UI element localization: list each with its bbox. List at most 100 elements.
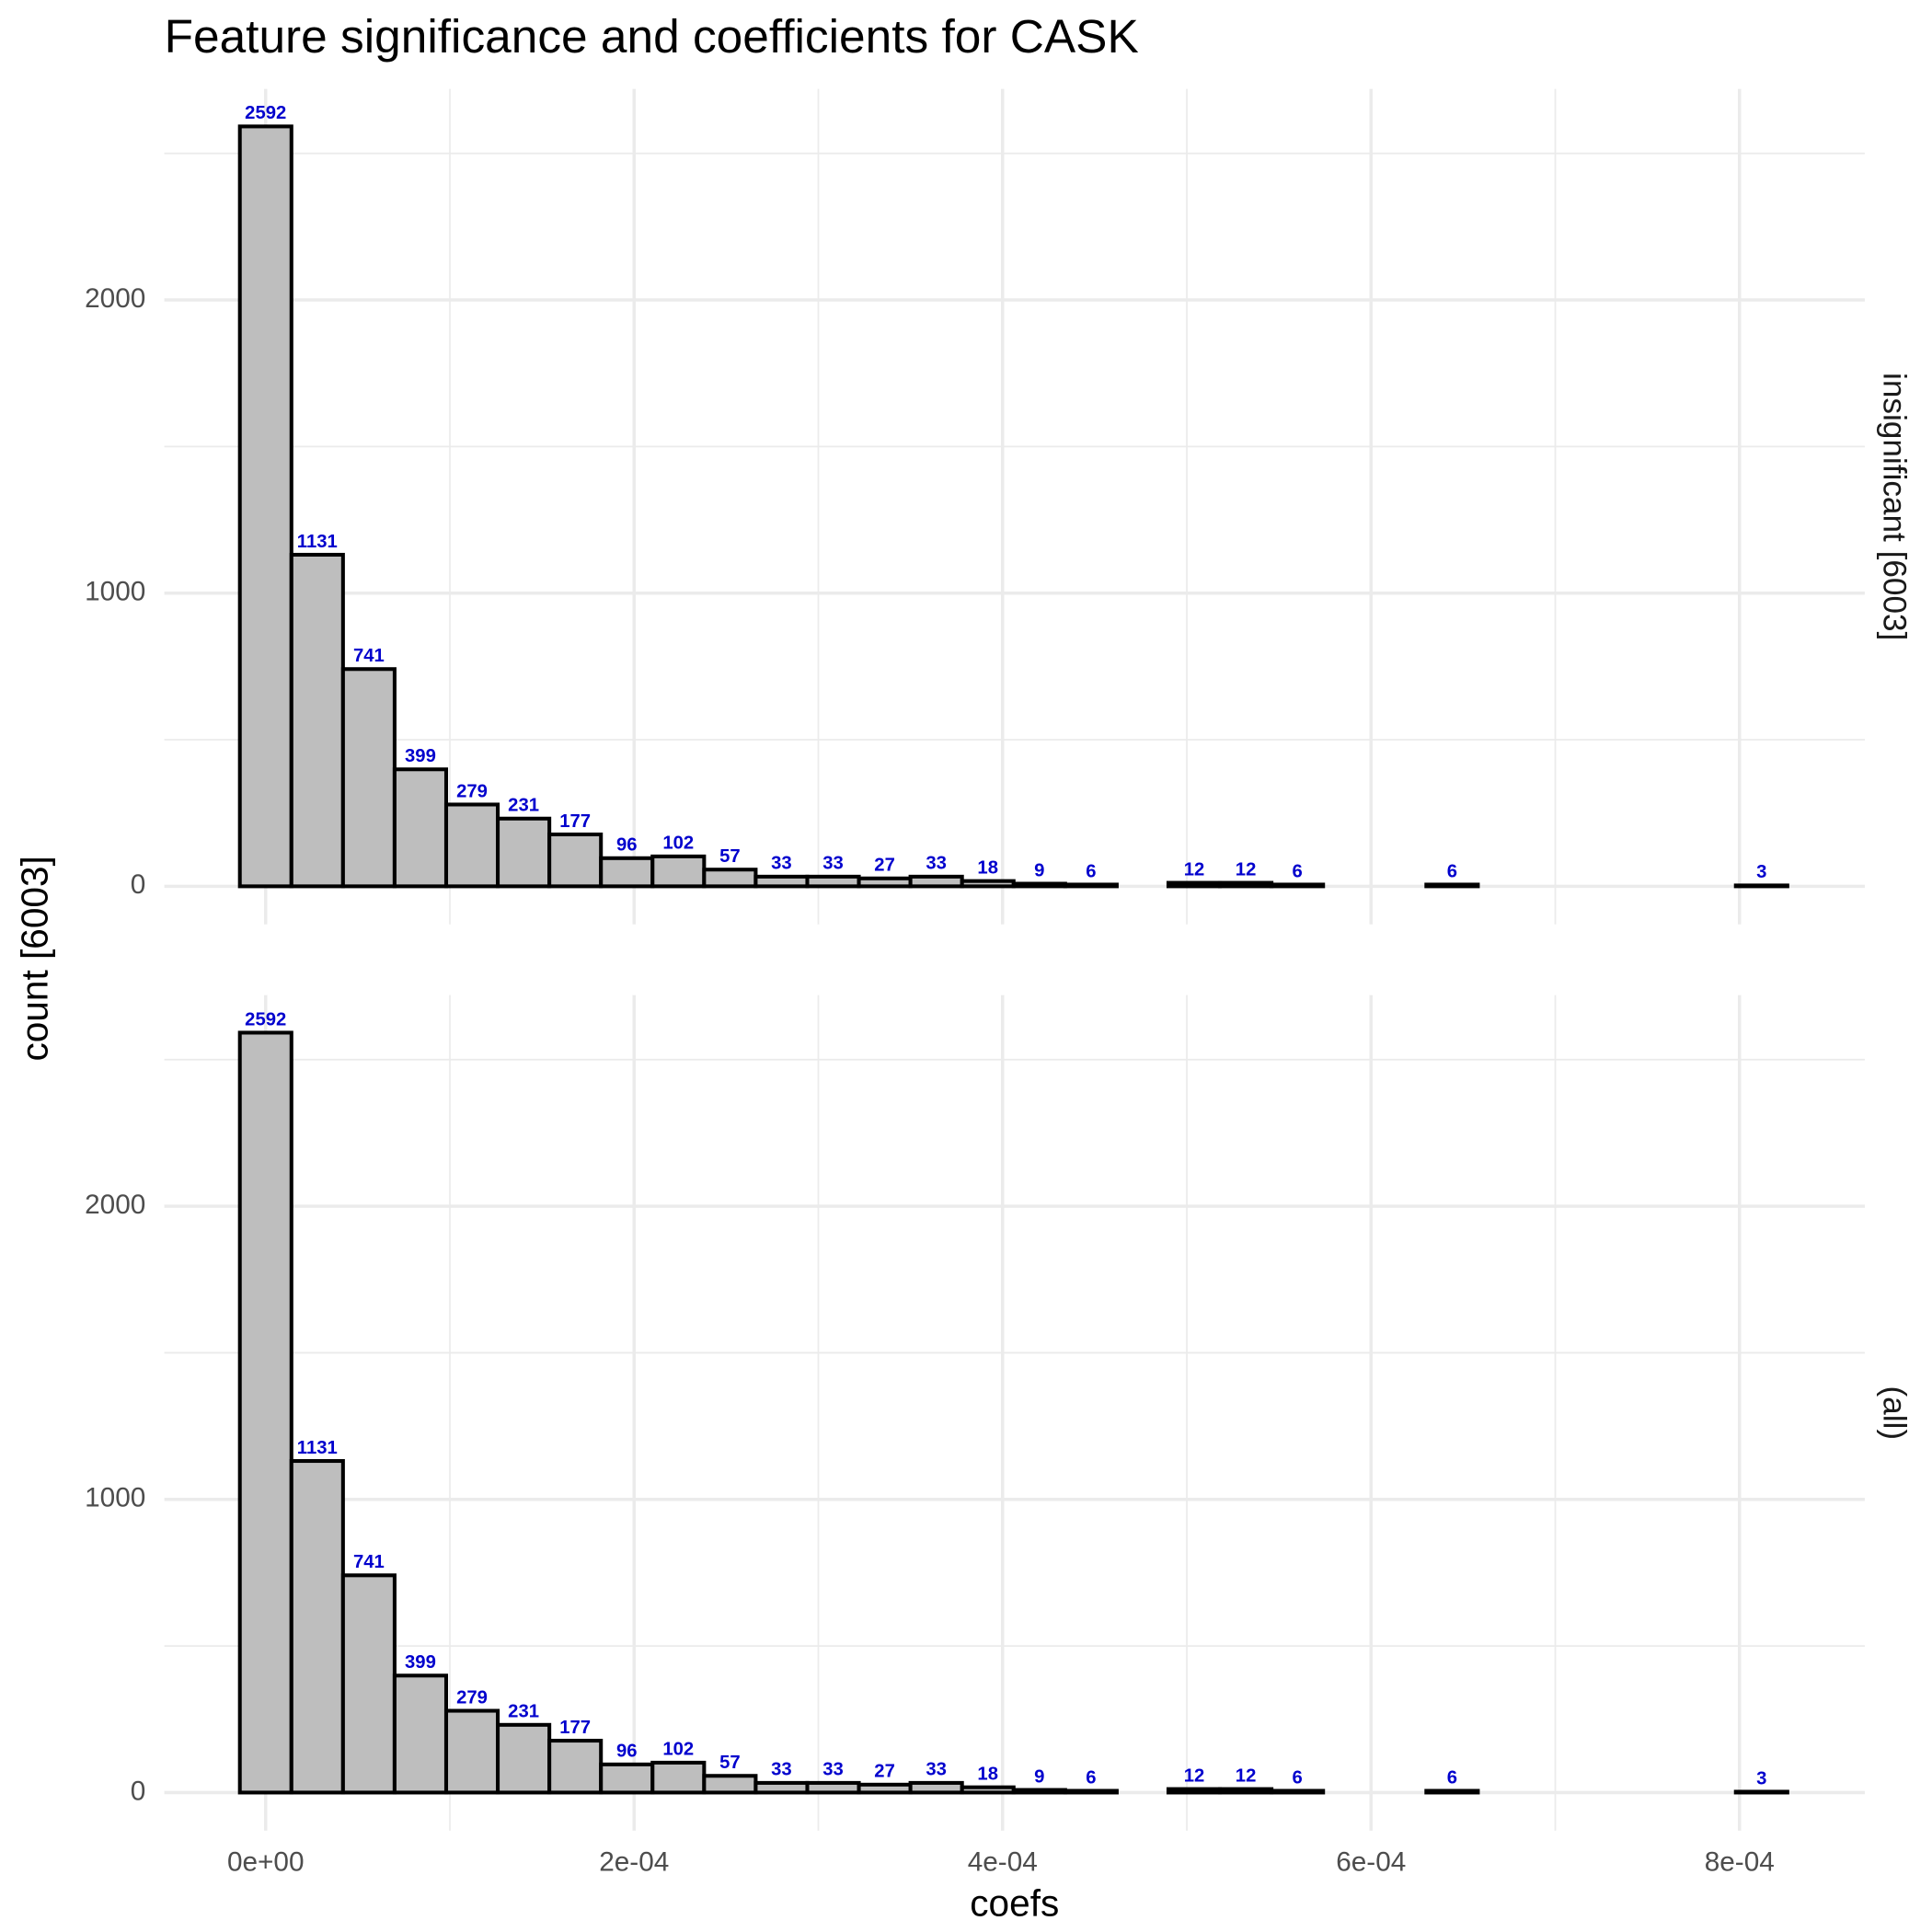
bar — [237, 124, 293, 889]
data-label: 6 — [1293, 1767, 1303, 1788]
bar — [547, 832, 604, 889]
bar — [1166, 880, 1223, 889]
bar — [1011, 1788, 1067, 1795]
data-label: 1131 — [297, 532, 338, 552]
strip-label: insignificant [6003] — [1876, 373, 1912, 640]
bar — [443, 802, 500, 889]
data-label: 18 — [977, 857, 998, 878]
bar — [340, 667, 397, 889]
bar — [1270, 882, 1326, 889]
data-label: 231 — [508, 1702, 539, 1722]
data-label: 33 — [822, 1760, 844, 1780]
data-label: 33 — [926, 1760, 947, 1780]
bar — [702, 868, 758, 889]
x-tick-label: 0e+00 — [227, 1846, 305, 1877]
bar — [392, 1673, 449, 1795]
data-label: 279 — [456, 1687, 488, 1708]
x-tick-label: 8e-04 — [1705, 1846, 1775, 1877]
bar — [1011, 881, 1067, 889]
x-tick-label: 2e-04 — [599, 1846, 669, 1877]
bar — [547, 1738, 604, 1795]
data-label: 177 — [559, 1718, 591, 1738]
y-tick-label: 2000 — [85, 1190, 145, 1220]
data-label: 1131 — [297, 1438, 338, 1458]
y-tick-label: 1000 — [85, 577, 145, 607]
bar — [753, 1780, 810, 1795]
bar — [805, 1780, 861, 1795]
data-label: 33 — [771, 1760, 792, 1780]
bar — [237, 1030, 293, 1795]
bar — [650, 1760, 707, 1795]
data-label: 3 — [1756, 862, 1766, 882]
bar — [960, 1785, 1016, 1795]
bar — [908, 874, 964, 889]
y-tick-label: 2000 — [85, 283, 145, 314]
data-label: 18 — [977, 1765, 998, 1785]
bar — [857, 876, 913, 889]
data-label: 12 — [1184, 859, 1205, 880]
bar — [496, 1722, 552, 1795]
y-tick-label: 1000 — [85, 1483, 145, 1513]
data-label: 231 — [508, 796, 539, 816]
bar — [1063, 882, 1119, 889]
bar — [599, 856, 655, 889]
bar — [1733, 1789, 1789, 1795]
bar — [702, 1774, 758, 1795]
data-label: 9 — [1034, 1766, 1044, 1787]
data-label: 102 — [662, 1740, 694, 1760]
data-label: 6 — [1447, 1767, 1457, 1788]
x-axis-label: coefs — [970, 1881, 1059, 1924]
data-label: 2592 — [245, 1009, 286, 1029]
data-label: 6 — [1086, 1767, 1096, 1788]
bar — [1424, 1788, 1480, 1795]
y-tick-label: 0 — [131, 1776, 146, 1806]
bar — [496, 816, 552, 889]
data-label: 3 — [1756, 1768, 1766, 1788]
bar — [1218, 1787, 1274, 1795]
data-label: 2592 — [245, 103, 286, 123]
x-tick-label: 6e-04 — [1336, 1846, 1406, 1877]
bar — [1218, 880, 1274, 889]
data-label: 33 — [926, 854, 947, 874]
bar — [1424, 882, 1480, 889]
data-label: 96 — [616, 835, 638, 856]
data-label: 33 — [822, 854, 844, 874]
bar — [857, 1782, 913, 1795]
data-label: 57 — [719, 1753, 741, 1773]
bar — [1063, 1788, 1119, 1795]
bar — [960, 879, 1016, 889]
bar — [340, 1573, 397, 1795]
bar — [805, 874, 861, 889]
bar — [392, 767, 449, 889]
data-label: 12 — [1236, 859, 1257, 880]
data-label: 27 — [874, 1762, 895, 1782]
data-label: 12 — [1236, 1765, 1257, 1786]
data-label: 27 — [874, 856, 895, 876]
data-label: 96 — [616, 1742, 638, 1762]
data-label: 6 — [1447, 861, 1457, 881]
data-label: 279 — [456, 781, 488, 801]
data-label: 399 — [405, 746, 436, 766]
data-label: 6 — [1293, 861, 1303, 881]
data-label: 57 — [719, 846, 741, 867]
strip-label: (all) — [1876, 1386, 1912, 1440]
bar — [289, 552, 345, 889]
x-tick-label: 4e-04 — [968, 1846, 1038, 1877]
data-label: 741 — [353, 1552, 385, 1572]
bar — [289, 1458, 345, 1795]
y-axis-label: count [6003] — [13, 856, 55, 1061]
data-label: 741 — [353, 646, 385, 666]
bar — [908, 1780, 964, 1795]
data-label: 6 — [1086, 861, 1096, 881]
y-tick-label: 0 — [131, 869, 146, 900]
bar — [1733, 883, 1789, 889]
chart-title: Feature significance and coefficients fo… — [165, 9, 1139, 63]
data-label: 177 — [559, 811, 591, 832]
data-label: 9 — [1034, 860, 1044, 880]
bar — [1166, 1787, 1223, 1795]
bar — [599, 1762, 655, 1795]
bar — [1270, 1788, 1326, 1795]
data-label: 33 — [771, 854, 792, 874]
bar — [650, 854, 707, 889]
data-label: 102 — [662, 834, 694, 854]
